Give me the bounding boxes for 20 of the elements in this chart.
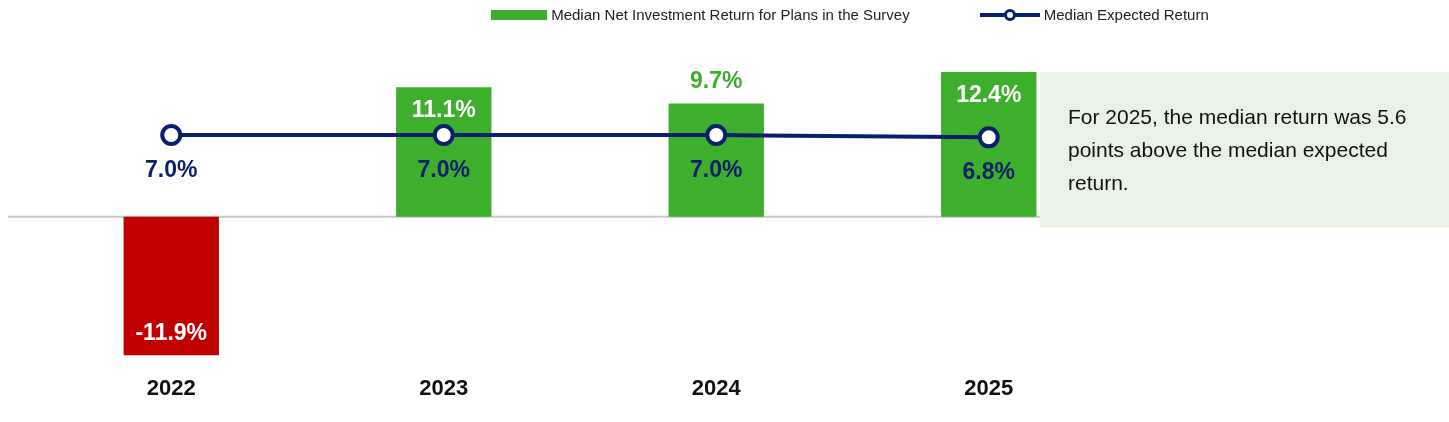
bar: [396, 87, 492, 217]
data-label: 7.0%: [417, 155, 470, 182]
data-label: -11.9%: [135, 319, 208, 346]
note-panel: For 2025, the median return was 5.6 points above the median expected return.: [1040, 72, 1449, 227]
x-tick-label: 2025: [964, 374, 1014, 400]
bar: [941, 72, 1037, 217]
x-tick-label: 2022: [146, 374, 196, 400]
data-label: 7.0%: [690, 155, 743, 182]
bar: [123, 216, 219, 356]
data-label: 6.8%: [962, 158, 1015, 185]
legend-label: Median Expected Return: [1043, 6, 1209, 23]
data-label: 7.0%: [145, 155, 198, 182]
annotation: For 2025, the median return was 5.6 points above the median expected return.: [1068, 104, 1408, 196]
x-tick-label: 2024: [691, 374, 742, 400]
legend-label: Median Net Investment Return for Plans in the Survey: [551, 6, 910, 23]
data-label: 11.1%: [411, 96, 476, 123]
data-label: 9.7%: [690, 67, 743, 94]
data-label: 12.4%: [956, 80, 1022, 107]
bar: [668, 103, 764, 217]
x-tick-label: 2023: [419, 374, 469, 400]
